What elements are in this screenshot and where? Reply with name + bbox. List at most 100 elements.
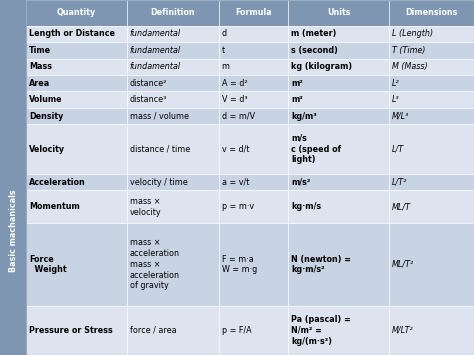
Text: M/L³: M/L³ — [392, 112, 409, 121]
Text: Length or Distance: Length or Distance — [29, 29, 115, 38]
Bar — [389, 190, 474, 223]
Bar — [219, 0, 288, 26]
Text: velocity / time: velocity / time — [130, 178, 187, 186]
Text: s (second): s (second) — [291, 46, 338, 55]
Bar — [219, 124, 288, 174]
Bar — [219, 108, 288, 124]
Text: Dimensions: Dimensions — [405, 8, 457, 17]
Text: ML/T: ML/T — [392, 202, 411, 211]
Text: v = d/t: v = d/t — [221, 144, 249, 154]
Bar — [389, 306, 474, 355]
Text: A = d²: A = d² — [221, 79, 247, 88]
Text: m (meter): m (meter) — [291, 29, 337, 38]
Bar — [219, 42, 288, 59]
Text: Acceleration: Acceleration — [29, 178, 86, 186]
Bar — [288, 108, 389, 124]
Text: Pa (pascal) =
N/m² =
kg/(m·s²): Pa (pascal) = N/m² = kg/(m·s²) — [291, 315, 351, 345]
Bar — [219, 26, 288, 42]
Bar — [127, 108, 219, 124]
Text: Force
  Weight: Force Weight — [29, 255, 66, 274]
Text: a = v/t: a = v/t — [221, 178, 249, 186]
Bar — [26, 124, 127, 174]
Text: Pressure or Stress: Pressure or Stress — [29, 326, 113, 335]
Bar — [389, 59, 474, 75]
Text: T (Time): T (Time) — [392, 46, 425, 55]
Text: m²: m² — [291, 79, 303, 88]
Text: mass ×
acceleration
mass ×
acceleration
of gravity: mass × acceleration mass × acceleration … — [130, 239, 180, 290]
Bar — [26, 42, 127, 59]
Text: M (Mass): M (Mass) — [392, 62, 428, 71]
Text: fundamental: fundamental — [130, 46, 181, 55]
Bar — [26, 59, 127, 75]
Bar — [389, 0, 474, 26]
Text: kg·m/s: kg·m/s — [291, 202, 321, 211]
Text: d = m/V: d = m/V — [221, 112, 255, 121]
Text: distance / time: distance / time — [130, 144, 190, 154]
Text: kg (kilogram): kg (kilogram) — [291, 62, 352, 71]
Text: Velocity: Velocity — [29, 144, 65, 154]
Text: Formula: Formula — [235, 8, 272, 17]
Text: Area: Area — [29, 79, 50, 88]
Bar — [127, 223, 219, 306]
Bar — [26, 223, 127, 306]
Text: p = F/A: p = F/A — [221, 326, 251, 335]
Bar — [389, 92, 474, 108]
Bar — [127, 0, 219, 26]
Bar — [127, 174, 219, 190]
Bar — [127, 92, 219, 108]
Text: L/T²: L/T² — [392, 178, 407, 186]
Bar — [288, 59, 389, 75]
Text: force / area: force / area — [130, 326, 176, 335]
Bar — [288, 223, 389, 306]
Text: L/T: L/T — [392, 144, 404, 154]
Bar — [389, 26, 474, 42]
Bar — [389, 124, 474, 174]
Bar — [288, 92, 389, 108]
Text: V = d³: V = d³ — [221, 95, 247, 104]
Bar — [127, 124, 219, 174]
Bar — [288, 26, 389, 42]
Text: m/s
c (speed of
light): m/s c (speed of light) — [291, 134, 341, 164]
Bar — [219, 306, 288, 355]
Text: L (Length): L (Length) — [392, 29, 433, 38]
Bar — [26, 26, 127, 42]
Bar — [219, 174, 288, 190]
Bar — [127, 59, 219, 75]
Bar — [127, 190, 219, 223]
Text: fundamental: fundamental — [130, 62, 181, 71]
Bar — [127, 42, 219, 59]
Bar — [26, 306, 127, 355]
Bar — [26, 174, 127, 190]
Text: p = m·v: p = m·v — [221, 202, 254, 211]
Bar — [288, 190, 389, 223]
Bar — [288, 306, 389, 355]
Bar — [26, 75, 127, 92]
Text: Quantity: Quantity — [57, 8, 96, 17]
Text: L³: L³ — [392, 95, 400, 104]
Text: t: t — [221, 46, 225, 55]
Bar — [219, 223, 288, 306]
Text: F = m·a
W = m·g: F = m·a W = m·g — [221, 255, 257, 274]
Text: Basic machanicals: Basic machanicals — [9, 190, 18, 272]
Bar — [127, 306, 219, 355]
Bar — [389, 108, 474, 124]
Text: m/s²: m/s² — [291, 178, 310, 186]
Bar — [288, 174, 389, 190]
Text: m: m — [221, 62, 229, 71]
Text: N (newton) =
kg·m/s²: N (newton) = kg·m/s² — [291, 255, 351, 274]
Text: ML/T²: ML/T² — [392, 260, 414, 269]
Bar — [127, 75, 219, 92]
Bar — [288, 124, 389, 174]
Text: d: d — [221, 29, 227, 38]
Bar — [219, 75, 288, 92]
Text: Time: Time — [29, 46, 51, 55]
Bar — [219, 190, 288, 223]
Bar — [288, 0, 389, 26]
Bar — [219, 59, 288, 75]
Bar — [389, 223, 474, 306]
Bar — [219, 92, 288, 108]
Text: mass / volume: mass / volume — [130, 112, 189, 121]
Text: distance³: distance³ — [130, 95, 167, 104]
Text: distance²: distance² — [130, 79, 167, 88]
Text: m³: m³ — [291, 95, 303, 104]
